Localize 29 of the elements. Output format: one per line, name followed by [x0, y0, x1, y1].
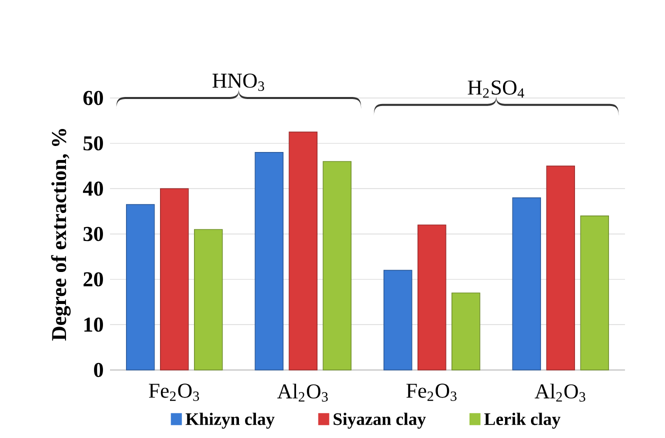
legend-label: Siyazan clay — [334, 412, 426, 429]
bar — [126, 204, 155, 370]
y-tick-label: 20 — [84, 272, 103, 286]
y-tick-label: 10 — [84, 318, 103, 332]
bar — [384, 270, 412, 370]
text: H$_{2}$SO$_{4}$ — [468, 80, 524, 98]
bar — [288, 132, 318, 370]
legend-label: Lerik clay — [484, 412, 560, 429]
y-tick-label: 40 — [82, 182, 103, 196]
x-tick-label: Al$_{2}$O$_{3}$ — [277, 384, 328, 402]
x-tick-label: Fe$_{2}$O$_{3}$ — [148, 384, 200, 401]
text: HNO$_{3}$ — [212, 74, 264, 91]
y-axis-title: Degree of extraction, % — [51, 129, 71, 341]
bar — [160, 188, 189, 370]
bar — [194, 229, 223, 370]
y-tick-label: 50 — [84, 136, 103, 150]
bar — [254, 152, 284, 370]
bar — [546, 166, 575, 370]
y-tick-label: 30 — [84, 226, 103, 242]
y-tick-label: 0 — [94, 362, 103, 378]
legend-label: Khizyn clay — [186, 412, 275, 429]
bar — [580, 216, 609, 370]
bar — [512, 197, 541, 370]
x-tick-label: Al$_{2}$O$_{3}$ — [534, 384, 586, 402]
x-tick-label: Fe$_{2}$O$_{3}$ — [406, 384, 457, 401]
bar — [418, 224, 446, 370]
y-tick-label: 60 — [83, 90, 103, 106]
bar — [452, 292, 480, 370]
bar — [322, 161, 352, 370]
